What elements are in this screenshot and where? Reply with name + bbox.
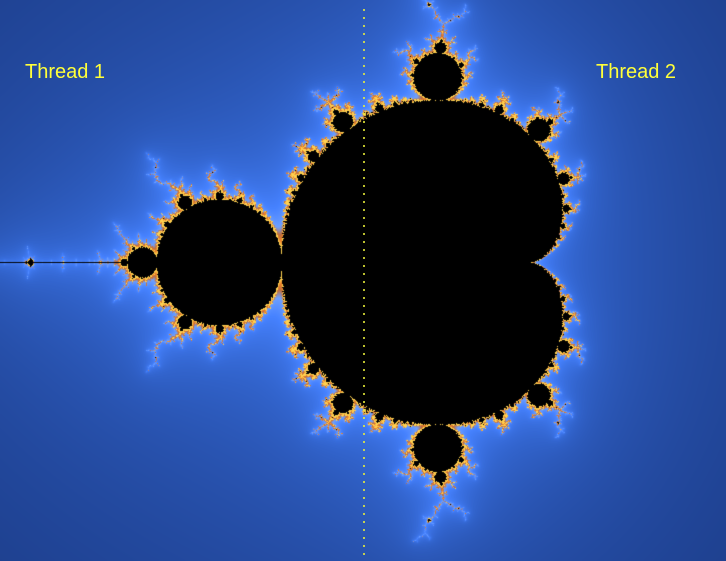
thread-1-label: Thread 1	[25, 61, 106, 83]
thread-divider-line	[363, 6, 365, 561]
thread-2-label: Thread 2	[596, 61, 677, 83]
